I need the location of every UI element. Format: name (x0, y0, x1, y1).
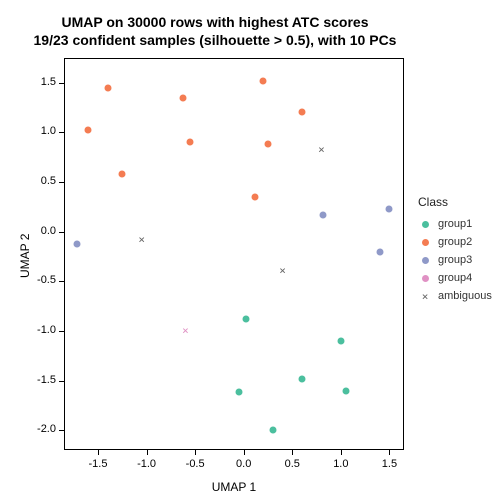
x-tick (98, 450, 99, 455)
scatter-point-ambiguous: × (316, 145, 326, 155)
scatter-point (260, 77, 267, 84)
legend-cross-icon: × (418, 289, 432, 303)
x-tick (389, 450, 390, 455)
legend-dot-icon (418, 271, 432, 285)
y-tick (59, 381, 64, 382)
legend-item: group1 (418, 215, 492, 233)
legend-label: group3 (438, 254, 472, 266)
legend-label: group1 (438, 218, 472, 230)
scatter-point (119, 171, 126, 178)
scatter-point (342, 388, 349, 395)
legend-title: Class (418, 195, 492, 209)
x-tick (292, 450, 293, 455)
legend-label: group2 (438, 236, 472, 248)
y-tick-label: 0.0 (41, 225, 56, 237)
x-tick-label: -1.5 (86, 458, 110, 470)
y-tick-label: 1.0 (41, 125, 56, 137)
legend-dot-icon (418, 253, 432, 267)
scatter-point (320, 211, 327, 218)
x-tick-label: 0.0 (232, 458, 256, 470)
y-axis-label: UMAP 2 (18, 234, 32, 278)
y-tick-label: 1.5 (41, 76, 56, 88)
legend: Class group1 group2 group3 group4 × ambiguous (418, 195, 492, 305)
y-tick-label: 0.5 (41, 175, 56, 187)
y-tick (59, 132, 64, 133)
legend-item: group2 (418, 233, 492, 251)
legend-label: group4 (438, 272, 472, 284)
x-tick-label: -0.5 (183, 458, 207, 470)
y-tick-label: -1.0 (37, 324, 56, 336)
scatter-point-ambiguous: × (278, 266, 288, 276)
chart-title-line2: 19/23 confident samples (silhouette > 0.… (0, 32, 430, 48)
scatter-point (235, 389, 242, 396)
y-tick (59, 430, 64, 431)
x-tick-label: 1.5 (377, 458, 401, 470)
scatter-point (180, 94, 187, 101)
x-tick (147, 450, 148, 455)
y-tick (59, 331, 64, 332)
x-tick (341, 450, 342, 455)
legend-item: group3 (418, 251, 492, 269)
y-tick (59, 182, 64, 183)
legend-label: ambiguous (438, 290, 492, 302)
scatter-point (104, 84, 111, 91)
legend-item: group4 (418, 269, 492, 287)
legend-dot-icon (418, 217, 432, 231)
y-tick-label: -1.5 (37, 374, 56, 386)
x-tick (244, 450, 245, 455)
plot-area (64, 58, 404, 450)
y-tick (59, 281, 64, 282)
scatter-point (85, 127, 92, 134)
x-tick-label: 1.0 (329, 458, 353, 470)
scatter-point (73, 240, 80, 247)
scatter-point (187, 139, 194, 146)
scatter-point-ambiguous: × (180, 326, 190, 336)
scatter-point (252, 193, 259, 200)
legend-item: × ambiguous (418, 287, 492, 305)
chart-title-line1: UMAP on 30000 rows with highest ATC scor… (0, 14, 430, 30)
legend-dot-icon (418, 235, 432, 249)
scatter-point (242, 316, 249, 323)
chart-container: UMAP on 30000 rows with highest ATC scor… (0, 0, 504, 504)
x-tick-label: -1.0 (135, 458, 159, 470)
scatter-point (299, 108, 306, 115)
scatter-point (337, 337, 344, 344)
x-axis-label: UMAP 1 (64, 480, 404, 494)
x-tick-label: 0.5 (280, 458, 304, 470)
y-tick-label: -2.0 (37, 423, 56, 435)
scatter-point (376, 248, 383, 255)
x-tick (195, 450, 196, 455)
scatter-point-ambiguous: × (137, 235, 147, 245)
y-tick (59, 83, 64, 84)
scatter-point (265, 141, 272, 148)
scatter-point (386, 205, 393, 212)
scatter-point (269, 427, 276, 434)
scatter-point (299, 375, 306, 382)
y-tick (59, 232, 64, 233)
y-tick-label: -0.5 (37, 274, 56, 286)
